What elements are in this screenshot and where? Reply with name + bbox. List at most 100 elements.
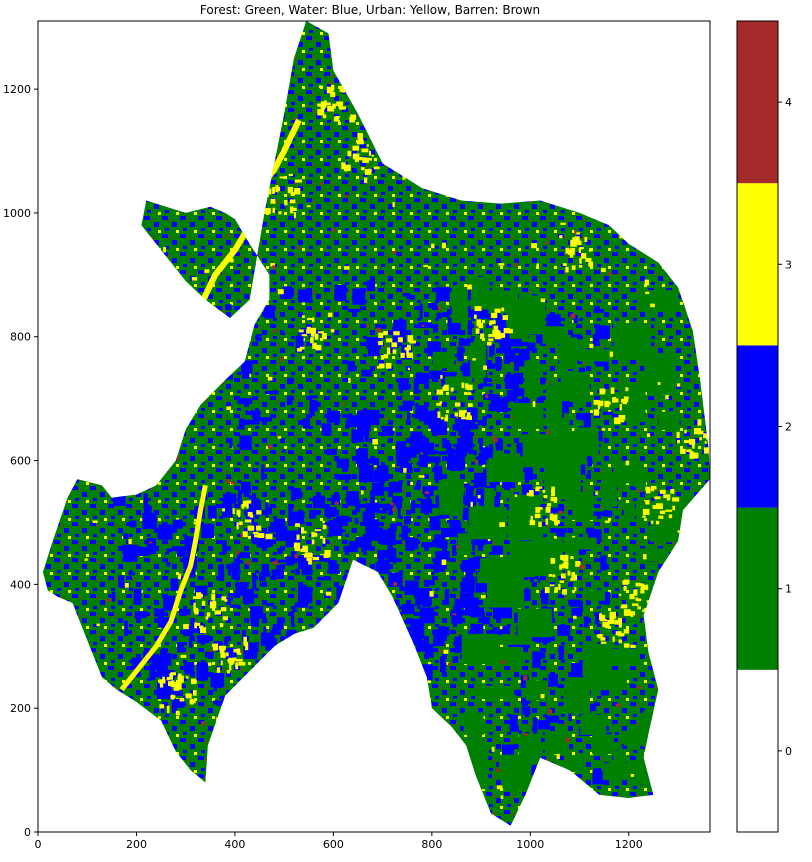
water-patch xyxy=(241,366,250,379)
urban-patch xyxy=(361,148,369,153)
urban-patch xyxy=(650,485,657,490)
water-patch xyxy=(131,657,143,670)
water-patch xyxy=(432,325,439,333)
urban-patch xyxy=(236,522,239,530)
urban-patch xyxy=(389,66,395,73)
urban-patch xyxy=(322,537,326,544)
urban-patch xyxy=(489,320,496,325)
water-patch xyxy=(370,490,375,504)
water-patch xyxy=(339,655,351,664)
water-patch xyxy=(328,616,337,620)
urban-patch xyxy=(540,694,545,699)
urban-patch xyxy=(246,317,252,323)
water-patch xyxy=(557,624,571,636)
barren-patch xyxy=(279,357,283,362)
urban-patch xyxy=(212,643,219,651)
water-patch xyxy=(381,529,396,546)
urban-patch xyxy=(358,649,364,652)
barren-patch xyxy=(236,550,240,555)
urban-patch xyxy=(543,495,548,499)
urban-patch xyxy=(442,242,446,249)
urban-patch xyxy=(175,710,180,716)
water-patch xyxy=(235,575,239,581)
urban-patch xyxy=(173,685,180,691)
water-patch xyxy=(590,511,604,516)
water-patch xyxy=(438,422,448,434)
water-patch xyxy=(288,507,293,523)
urban-patch xyxy=(659,510,666,515)
urban-patch xyxy=(239,521,243,526)
forest-patch xyxy=(609,648,640,665)
water-patch xyxy=(229,438,233,449)
urban-patch xyxy=(219,647,225,653)
water-patch xyxy=(334,630,339,639)
urban-patch xyxy=(588,248,593,252)
water-patch xyxy=(413,538,419,550)
urban-patch xyxy=(539,507,543,510)
water-patch xyxy=(344,573,348,580)
water-patch xyxy=(415,402,419,419)
water-patch xyxy=(494,397,509,405)
urban-patch xyxy=(236,648,241,654)
urban-patch xyxy=(320,104,325,110)
water-patch xyxy=(425,499,430,512)
barren-patch xyxy=(246,560,251,565)
water-patch xyxy=(376,510,388,514)
urban-patch xyxy=(88,56,94,63)
water-patch xyxy=(511,389,517,398)
urban-patch xyxy=(397,337,403,343)
urban-patch xyxy=(360,661,366,668)
water-patch xyxy=(489,344,495,356)
urban-patch xyxy=(252,531,259,535)
urban-patch xyxy=(600,619,608,622)
urban-patch xyxy=(273,663,278,668)
urban-patch xyxy=(578,248,581,253)
urban-patch xyxy=(560,573,566,579)
water-patch xyxy=(450,523,462,538)
urban-patch xyxy=(278,211,282,215)
urban-patch xyxy=(170,672,177,676)
urban-patch xyxy=(317,109,325,116)
barren-patch xyxy=(298,649,301,653)
water-patch xyxy=(478,453,491,465)
water-patch xyxy=(475,534,486,546)
water-patch xyxy=(225,304,232,311)
water-patch xyxy=(467,320,472,335)
water-patch xyxy=(134,547,148,556)
water-patch xyxy=(423,442,435,455)
water-patch xyxy=(328,519,334,537)
urban-patch xyxy=(585,257,592,263)
water-patch xyxy=(440,656,446,673)
water-patch xyxy=(592,770,605,785)
urban-patch xyxy=(554,520,559,526)
water-patch xyxy=(171,698,185,708)
barren-patch xyxy=(209,648,212,652)
urban-patch xyxy=(578,264,583,268)
water-patch xyxy=(518,348,530,360)
water-patch xyxy=(600,689,609,696)
urban-patch xyxy=(247,511,253,517)
urban-patch xyxy=(498,332,506,338)
urban-patch xyxy=(637,583,644,587)
water-patch xyxy=(259,582,266,587)
urban-patch xyxy=(646,600,652,604)
urban-patch xyxy=(558,583,561,590)
urban-patch xyxy=(599,400,604,407)
urban-patch xyxy=(346,655,351,659)
water-patch xyxy=(260,417,273,422)
urban-patch xyxy=(245,643,249,651)
water-patch xyxy=(160,704,165,714)
water-patch xyxy=(481,447,494,459)
urban-patch xyxy=(466,415,473,420)
water-patch xyxy=(163,653,172,666)
water-patch xyxy=(374,502,380,513)
water-patch xyxy=(176,690,183,697)
water-patch xyxy=(492,603,500,620)
forest-patch xyxy=(545,384,563,422)
water-patch xyxy=(419,664,433,681)
urban-patch xyxy=(601,428,606,431)
water-patch xyxy=(579,600,583,613)
water-patch xyxy=(558,645,564,660)
urban-patch xyxy=(373,658,379,665)
